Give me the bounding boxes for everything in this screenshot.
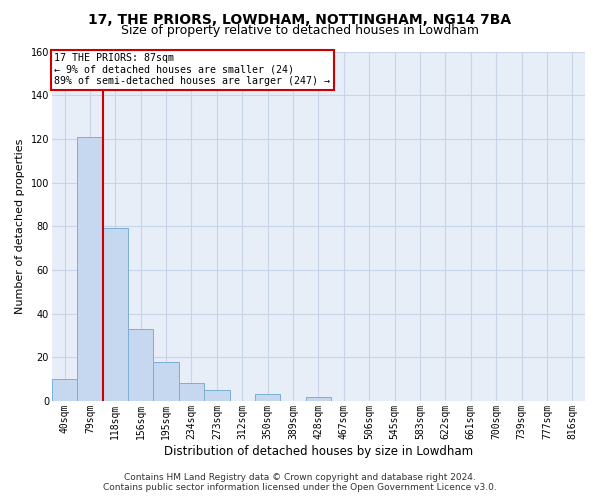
Bar: [204, 390, 230, 401]
Y-axis label: Number of detached properties: Number of detached properties: [15, 138, 25, 314]
Bar: [255, 394, 280, 401]
Bar: [103, 228, 128, 401]
Bar: [52, 379, 77, 401]
Text: Contains HM Land Registry data © Crown copyright and database right 2024.
Contai: Contains HM Land Registry data © Crown c…: [103, 473, 497, 492]
Bar: [154, 362, 179, 401]
Bar: [128, 329, 154, 401]
Text: 17 THE PRIORS: 87sqm
← 9% of detached houses are smaller (24)
89% of semi-detach: 17 THE PRIORS: 87sqm ← 9% of detached ho…: [55, 53, 331, 86]
Text: Size of property relative to detached houses in Lowdham: Size of property relative to detached ho…: [121, 24, 479, 37]
Bar: [306, 396, 331, 401]
Bar: [77, 136, 103, 401]
Text: 17, THE PRIORS, LOWDHAM, NOTTINGHAM, NG14 7BA: 17, THE PRIORS, LOWDHAM, NOTTINGHAM, NG1…: [88, 12, 512, 26]
Bar: [179, 384, 204, 401]
X-axis label: Distribution of detached houses by size in Lowdham: Distribution of detached houses by size …: [164, 444, 473, 458]
